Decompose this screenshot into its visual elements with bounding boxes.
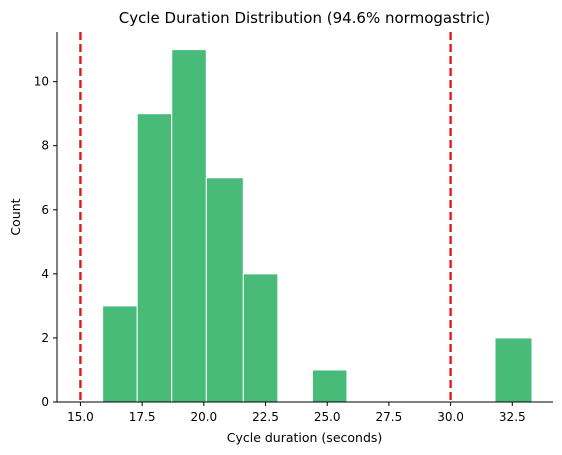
x-ticks-group: 15.0 17.5 20.0 22.5 25.0 27.5 30.0 32.5 <box>67 402 526 424</box>
histogram-bar-0 <box>102 305 138 403</box>
x-tick-label: 20.0 <box>190 410 217 424</box>
histogram-bar-3 <box>205 177 244 403</box>
y-ticks-group: 0 2 4 6 8 10 <box>34 75 57 409</box>
y-tick-label: 10 <box>34 75 49 89</box>
chart-title: Cycle Duration Distribution (94.6% normo… <box>119 9 490 27</box>
histogram-bar-4 <box>242 273 279 403</box>
histogram-bar-6 <box>494 337 533 403</box>
y-tick-label: 4 <box>41 267 49 281</box>
x-axis-label: Cycle duration (seconds) <box>227 430 383 445</box>
y-tick-label: 8 <box>41 139 49 153</box>
axes-group <box>56 32 553 403</box>
x-tick-label: 15.0 <box>67 410 94 424</box>
x-tick-label: 17.5 <box>129 410 156 424</box>
y-tick-label: 0 <box>41 395 49 409</box>
y-tick-label: 2 <box>41 331 49 345</box>
y-axis-label: Count <box>8 198 23 235</box>
histogram-bar-1 <box>136 113 173 403</box>
x-tick-label: 32.5 <box>499 410 526 424</box>
histogram-bar-5 <box>311 369 348 403</box>
x-tick-label: 25.0 <box>314 410 341 424</box>
x-tick-label: 27.5 <box>376 410 403 424</box>
x-tick-label: 30.0 <box>437 410 464 424</box>
reference-lines-group <box>79 32 452 402</box>
y-tick-label: 6 <box>41 203 49 217</box>
histogram-bar-2 <box>171 49 207 403</box>
bars-group <box>102 49 533 403</box>
x-tick-label: 22.5 <box>252 410 279 424</box>
